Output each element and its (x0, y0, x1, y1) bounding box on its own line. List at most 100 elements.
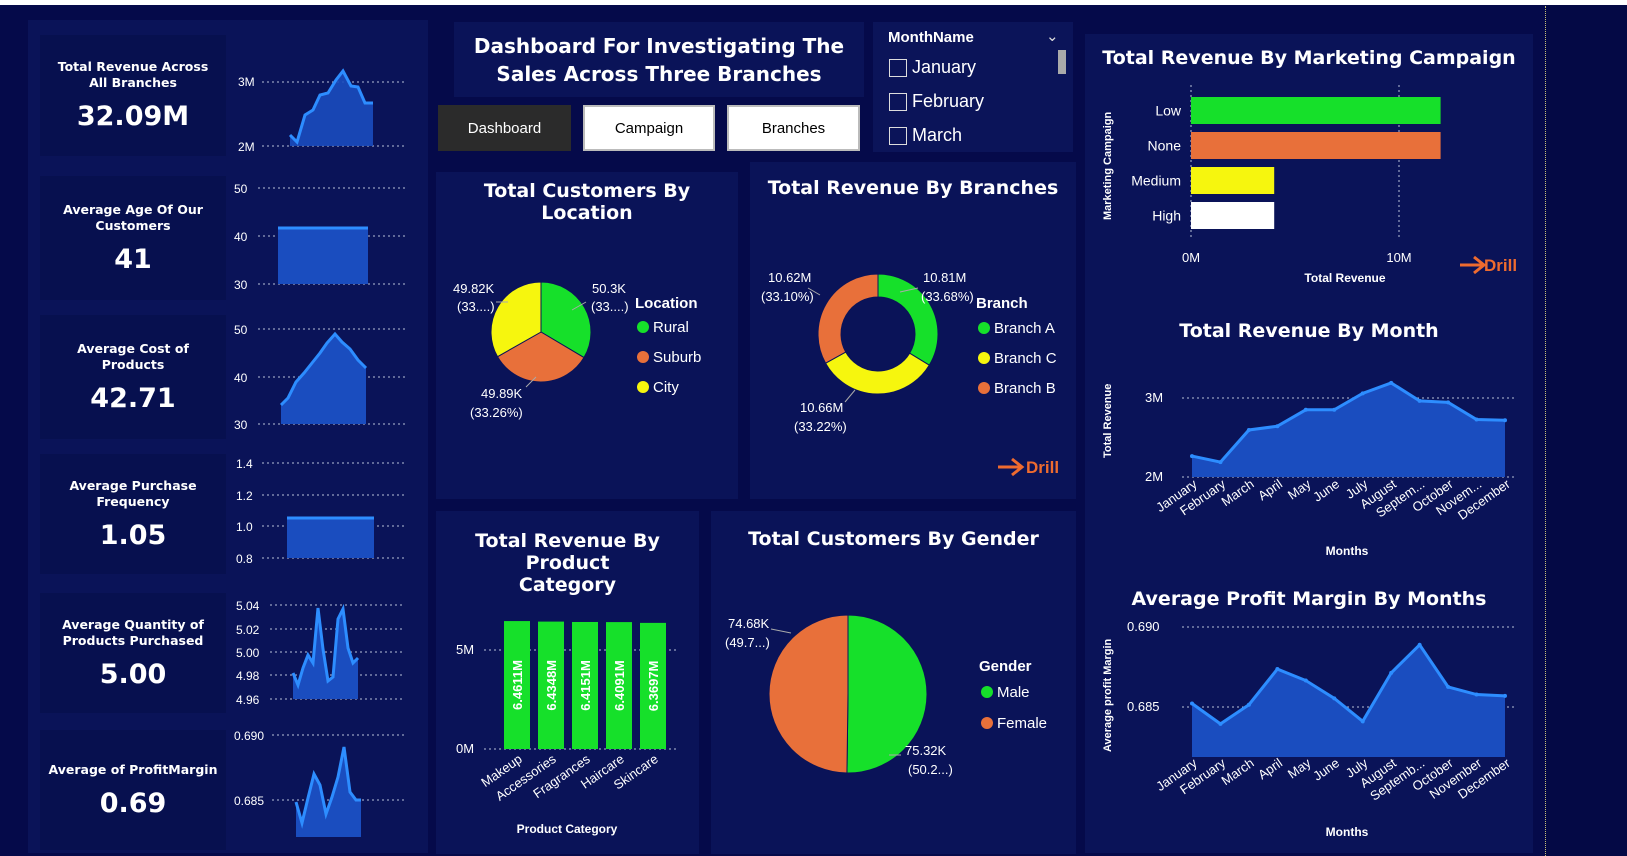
data-point[interactable] (1417, 398, 1422, 403)
checkbox[interactable] (889, 127, 907, 146)
data-point[interactable] (1446, 684, 1451, 689)
slice-city[interactable] (490, 281, 542, 358)
data-point[interactable] (1474, 417, 1479, 422)
data-label: (49.7...) (725, 635, 770, 650)
data-label: 74.68K (728, 616, 770, 631)
kpi-card-purchase-frequency[interactable]: Average Purchase Frequency 1.05 (40, 454, 226, 574)
bar-accessories[interactable] (538, 621, 564, 749)
data-point[interactable] (1190, 454, 1194, 459)
slice-branch-a[interactable] (877, 273, 939, 366)
kpi-card-average-age[interactable]: Average Age Of Our Customers 41 (40, 176, 226, 300)
data-point[interactable] (1275, 667, 1280, 672)
data-label: 10.62M (768, 270, 811, 285)
chevron-down-icon[interactable]: ⌄ (1046, 28, 1059, 45)
data-label: (33.68%) (921, 289, 974, 304)
data-label: (33....) (591, 299, 629, 314)
slicer-option-january[interactable]: January (889, 57, 976, 78)
data-point[interactable] (1503, 418, 1507, 423)
nav-button-campaign[interactable]: Campaign (583, 105, 715, 151)
data-label: 49.89K (481, 386, 523, 401)
bar-makeup[interactable] (504, 621, 530, 749)
checkbox[interactable] (889, 93, 907, 112)
bar-fragrances[interactable] (572, 621, 598, 749)
checkbox[interactable] (889, 59, 907, 78)
data-point[interactable] (1360, 719, 1365, 724)
top-border (0, 0, 1627, 5)
data-label: (50.2...) (908, 762, 953, 777)
category-label: High (1152, 208, 1181, 224)
revenue-by-branches-panel (750, 162, 1076, 499)
data-point[interactable] (1275, 424, 1280, 429)
bar-skincare[interactable] (640, 622, 666, 749)
legend-marker (981, 717, 993, 729)
data-point[interactable] (1246, 427, 1251, 432)
kpi-label: Average of ProfitMargin (48, 761, 218, 777)
x-axis-label: Product Category (517, 822, 618, 836)
axis-tick: 3M (1145, 390, 1163, 405)
bar-haircare[interactable] (606, 622, 632, 749)
data-point[interactable] (1218, 460, 1223, 465)
data-point[interactable] (1332, 407, 1337, 412)
data-label: 50.3K (592, 281, 626, 296)
slicer-option-label: February (912, 91, 985, 111)
x-axis-label: Months (1326, 544, 1369, 558)
nav-button-branches[interactable]: Branches (727, 105, 860, 151)
slice-branch-c[interactable] (824, 351, 930, 395)
axis-tick: 30 (234, 418, 248, 432)
slicer-option-march[interactable]: March (889, 125, 962, 146)
slice-rural[interactable] (540, 281, 592, 359)
data-point[interactable] (1190, 701, 1194, 706)
axis-tick: 5.00 (236, 646, 260, 660)
kpi-card-total-revenue[interactable]: Total Revenue Across All Branches 32.09M (40, 35, 226, 156)
bar-low[interactable] (1191, 97, 1441, 124)
kpi-label: Average Purchase Frequency (69, 477, 197, 509)
data-point[interactable] (1474, 692, 1479, 697)
area-series (1182, 626, 1515, 757)
data-point[interactable] (1389, 380, 1394, 385)
chart-title: Total Revenue By Month (1179, 320, 1439, 342)
data-point[interactable] (1503, 693, 1507, 698)
legend-marker (637, 351, 649, 363)
data-point[interactable] (1218, 721, 1223, 726)
data-label: (33....) (457, 299, 495, 314)
data-point[interactable] (1446, 400, 1451, 405)
axis-tick: 5.02 (236, 623, 260, 637)
slicer-option-february[interactable]: February (889, 91, 984, 112)
sparkline-line (294, 746, 361, 829)
data-point[interactable] (1389, 670, 1394, 675)
right-margin (1545, 5, 1627, 856)
slice-female[interactable] (768, 614, 849, 774)
drill-button[interactable]: Drill (1460, 255, 1517, 275)
drill-label: Drill (1484, 256, 1517, 275)
data-label: 10.81M (923, 270, 966, 285)
bar-series: Low None Medium High (1131, 97, 1441, 229)
kpi-card-average-cost[interactable]: Average Cost of Products 42.71 (40, 315, 226, 439)
axis-tick: 0.685 (234, 794, 264, 808)
data-point[interactable] (1360, 391, 1365, 396)
slice-male[interactable] (846, 614, 928, 774)
drill-button[interactable]: Drill (998, 457, 1059, 477)
bar-high[interactable] (1191, 202, 1275, 229)
kpi-card-quantity-purchased[interactable]: Average Quantity of Products Purchased 5… (40, 593, 226, 713)
slice-branch-b[interactable] (817, 273, 879, 364)
data-point[interactable] (1332, 696, 1337, 701)
data-point[interactable] (1303, 407, 1308, 412)
kpi-card-profit-margin[interactable]: Average of ProfitMargin 0.69 (40, 730, 226, 850)
axis-tick: 4.98 (236, 669, 260, 683)
sparkline-area (290, 71, 373, 146)
legend-item: Branch B (994, 380, 1056, 397)
axis-tick: 2M (1145, 469, 1163, 484)
axis-tick: 1.0 (236, 520, 253, 534)
sparkline-line (279, 331, 368, 407)
x-tick-label: March (1218, 755, 1256, 788)
bar-medium[interactable] (1191, 167, 1275, 194)
axis-tick: 50 (234, 182, 248, 196)
nav-button-dashboard[interactable]: Dashboard (438, 105, 571, 151)
bar-none[interactable] (1191, 132, 1441, 159)
sparkline-average-cost: 50 40 30 (230, 315, 410, 437)
slicer-scrollbar[interactable] (1058, 50, 1066, 74)
chart-title-line: Category (518, 574, 617, 596)
data-point[interactable] (1246, 702, 1251, 707)
data-point[interactable] (1417, 642, 1422, 647)
data-point[interactable] (1303, 678, 1308, 683)
